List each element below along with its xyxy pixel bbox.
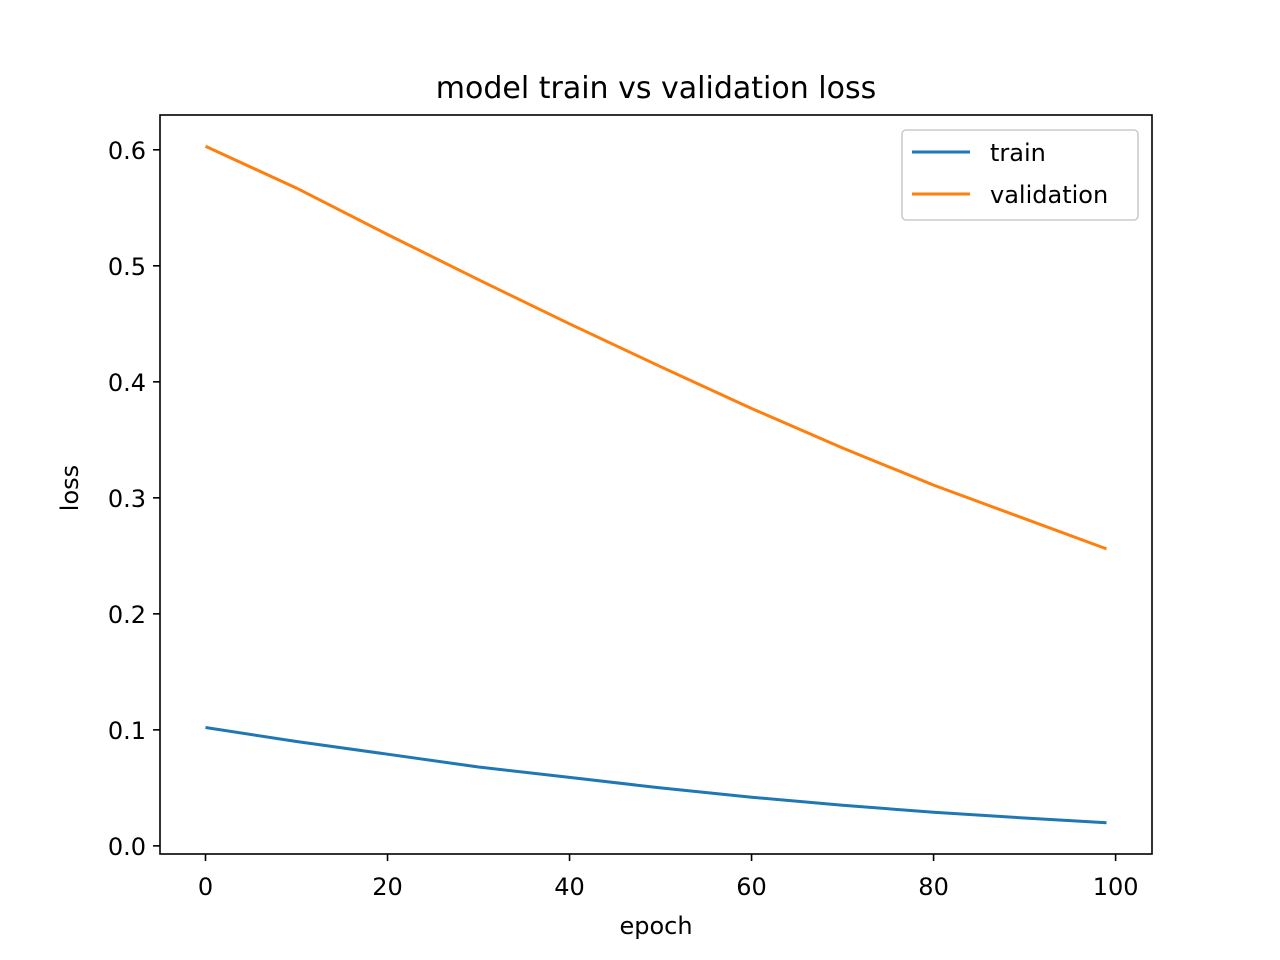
chart-title: model train vs validation loss (436, 71, 876, 106)
y-tick-label: 0.4 (108, 369, 146, 397)
y-tick-label: 0.6 (108, 137, 146, 165)
y-tick-label: 0.2 (108, 601, 146, 629)
legend-label-train: train (990, 139, 1046, 167)
x-tick-label: 100 (1093, 873, 1139, 901)
y-axis-label: loss (56, 465, 84, 511)
x-axis-ticks: 0 20 40 60 80 100 (198, 854, 1139, 901)
plot-frame (159, 114, 1153, 855)
y-tick-label: 0.3 (108, 485, 146, 513)
x-tick-label: 20 (372, 873, 403, 901)
legend-label-validation: validation (990, 181, 1108, 209)
x-tick-label: 80 (918, 873, 949, 901)
series-layer (204, 144, 1108, 825)
legend: train validation (901, 129, 1139, 221)
y-tick-label: 0.1 (108, 717, 146, 745)
x-tick-label: 40 (554, 873, 585, 901)
x-axis-label: epoch (619, 912, 692, 940)
y-tick-label: 0.0 (108, 833, 146, 861)
x-tick-label: 0 (198, 873, 213, 901)
series-line-validation (204, 144, 1108, 551)
x-tick-label: 60 (736, 873, 767, 901)
y-axis-ticks: 0.0 0.1 0.2 0.3 0.4 0.5 0.6 (108, 137, 160, 861)
y-tick-label: 0.5 (108, 253, 146, 281)
series-line-train (205, 726, 1107, 825)
